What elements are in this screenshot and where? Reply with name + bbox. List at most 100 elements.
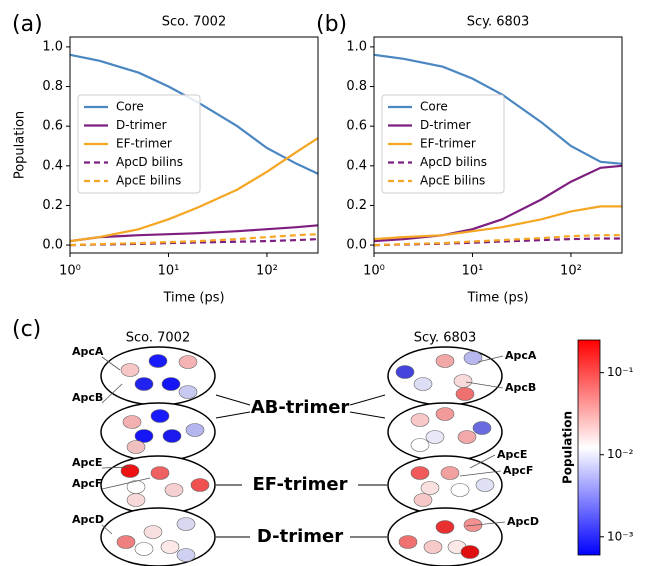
subunit [149,355,167,368]
legend-label: D-trimer [116,118,167,132]
colorbar [578,340,600,555]
subunit [436,355,454,368]
subunit [464,352,482,365]
legend-label: Core [116,100,144,114]
legend-label: ApcD bilins [420,155,487,169]
subunit-label: ApcE [72,456,102,469]
subunit [436,521,454,534]
panel-label: (c) [12,317,41,342]
subunit [451,484,469,497]
subunit-label: ApcF [72,477,102,490]
subunit [411,439,429,452]
subunit [411,467,429,480]
subunit-label: ApcB [72,391,103,404]
subunit [127,441,145,454]
y-axis-label: Population [13,111,28,179]
trimer-label: D-trimer [257,526,343,547]
x-tick-label: 10¹ [462,264,484,279]
subunit [151,410,169,423]
chart-title: Sco. 7002 [162,15,226,30]
subunit [127,494,145,507]
colorbar-label: Population [561,411,575,484]
x-tick-label: 10² [560,264,582,279]
connector [216,412,250,418]
subunit [177,549,195,562]
subunit [135,378,153,391]
legend-label: Core [420,100,448,114]
subunit [121,465,139,478]
x-tick-label: 10¹ [158,264,180,279]
legend-label: EF-trimer [420,137,476,151]
connector [350,395,385,405]
trimer-label: EF-trimer [252,474,347,495]
y-tick-label: 0.6 [42,119,63,134]
subunit-label: ApcD [507,515,539,528]
series-line [70,225,318,241]
subunit [151,467,169,480]
y-tick-label: 0.0 [346,238,367,253]
y-tick-label: 1.0 [346,39,367,54]
subunit [179,386,197,399]
legend-label: ApcE bilins [420,174,485,188]
subunit [473,422,491,435]
panel-label: (b) [316,12,347,37]
subunit [144,526,162,539]
subunit [441,467,459,480]
subunit [121,364,139,377]
subunit [458,431,476,444]
subunit [123,416,141,429]
subunit-label: ApcA [505,349,537,362]
colorbar-tick-label: 10⁻¹ [607,365,634,379]
x-axis-label: Time (ps) [466,291,528,306]
subunit [179,356,197,369]
subunit [396,366,414,379]
y-tick-label: 1.0 [42,39,63,54]
connector [350,412,385,418]
subunit [117,536,135,549]
subunit [161,541,179,554]
subunit [476,479,494,492]
subunit [421,482,439,495]
subunit [414,494,432,507]
legend-label: ApcD bilins [116,155,183,169]
colorbar-tick-label: 10⁻² [607,447,634,461]
subunit [135,543,153,556]
subunit-label: ApcB [505,381,536,394]
y-tick-label: 0.4 [42,158,63,173]
series-line [374,206,622,239]
connector [216,395,250,405]
subunit-label: ApcD [72,513,104,526]
subunit [456,388,474,401]
y-tick-label: 0.4 [346,158,367,173]
subunit [461,546,479,559]
subunit [399,536,417,549]
y-tick-label: 0.6 [346,119,367,134]
y-tick-label: 0.0 [42,238,63,253]
subunit [177,518,195,531]
subunit [165,484,183,497]
column-title: Scy. 6803 [414,331,477,346]
subunit [191,479,209,492]
colorbar-tick-label: 10⁻³ [607,529,634,543]
subunit [424,541,442,554]
legend-label: ApcE bilins [116,174,181,188]
subunit-label: ApcA [72,345,104,358]
x-tick-label: 10² [256,264,278,279]
column-title: Sco. 7002 [126,331,190,346]
subunit [162,378,180,391]
figure: (a) Sco. 7002 Time (ps) Population 0.0 0.2 0.4… [0,0,648,566]
subunit [186,424,204,437]
subunit [454,375,472,388]
subunit [414,378,432,391]
panel-label: (a) [12,12,43,37]
subunit [426,431,444,444]
y-tick-label: 0.2 [346,198,367,213]
subunit-label: ApcF [503,464,533,477]
subunit [163,430,181,443]
legend-label: EF-trimer [116,137,172,151]
y-tick-label: 0.8 [42,79,63,94]
y-tick-label: 0.8 [346,79,367,94]
subunit [436,408,454,421]
trimer-label: AB-trimer [251,397,350,418]
chart-title: Scy. 6803 [467,15,530,30]
